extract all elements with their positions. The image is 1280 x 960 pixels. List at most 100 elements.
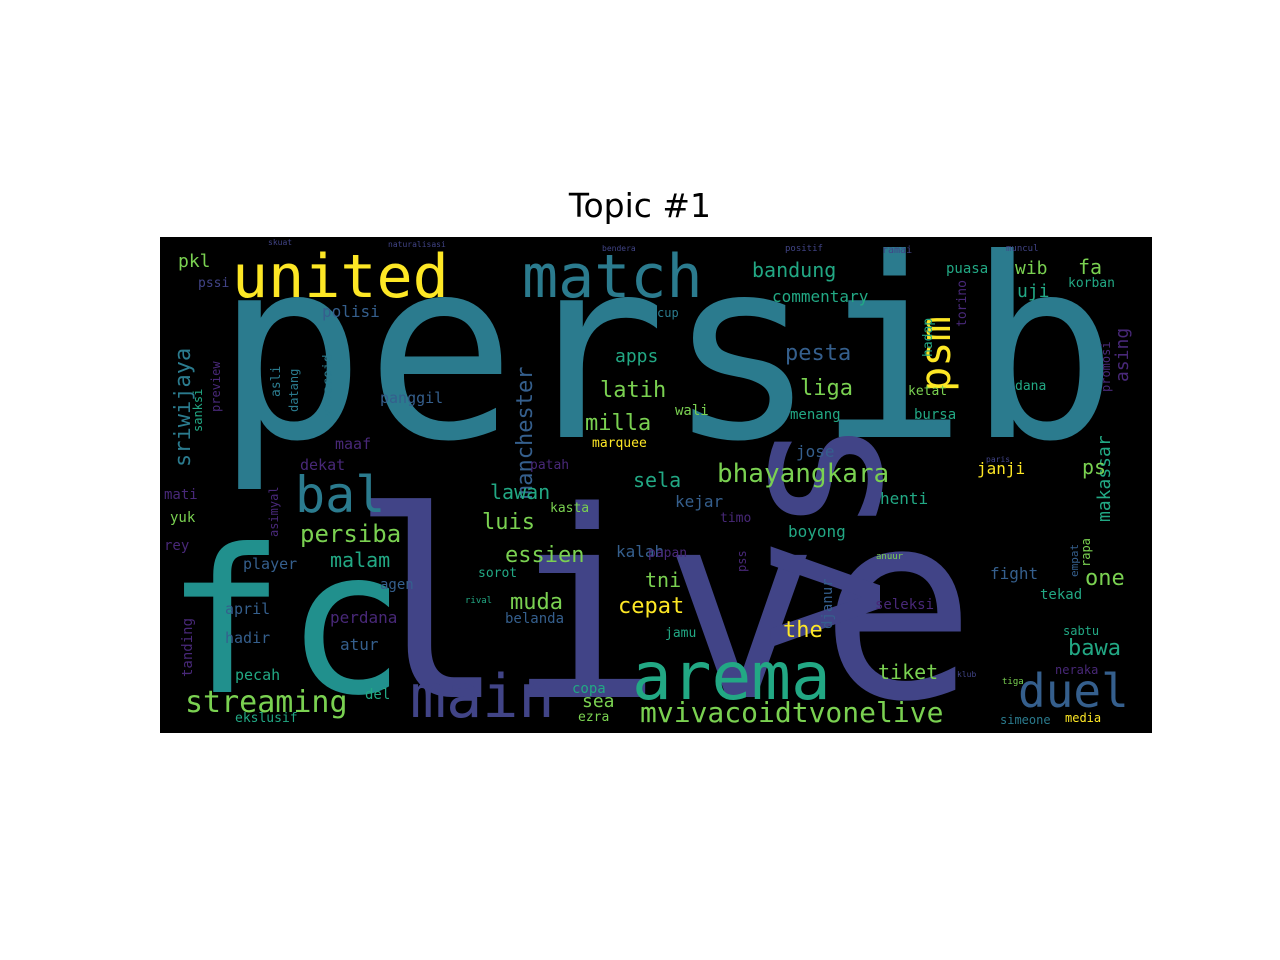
word-rapa: rapa [1079, 538, 1093, 567]
word-fc: fc [165, 507, 406, 733]
word-cloud-background [160, 237, 1152, 733]
word-asing: asing [1112, 328, 1133, 382]
word-milla: milla [585, 411, 651, 436]
word-positif: positif [785, 244, 823, 254]
word-tiket: tiket [878, 660, 938, 684]
word-rival: rival [465, 596, 492, 606]
word-wib: wib [1015, 258, 1048, 279]
word-seleksi: seleksi [875, 597, 934, 613]
word-pecah: pecah [235, 666, 280, 684]
word-duel: duel [1018, 664, 1129, 718]
word-april: april [225, 600, 270, 618]
word-united: united [232, 242, 449, 312]
word-mati: mati [164, 487, 198, 503]
word-asli: asli [269, 366, 284, 397]
word-atur: atur [340, 635, 379, 654]
word-cup: cup [657, 306, 679, 320]
word-bandung: bandung [752, 258, 836, 282]
word-makassar: makassar [1094, 435, 1115, 522]
word-papan: papan [648, 546, 687, 561]
word-kejar: kejar [675, 492, 724, 511]
word-henti: henti [880, 489, 928, 508]
word-patah: patah [530, 458, 569, 473]
word-bawa: bawa [1068, 636, 1121, 661]
word-timo: timo [720, 511, 751, 526]
word-janji: janji [977, 459, 1025, 478]
word-sabtu: sabtu [1063, 624, 1099, 638]
word-media: media [1065, 711, 1101, 725]
word-arema: arema [632, 638, 831, 715]
word-player: player [243, 555, 297, 573]
word-bendera: bendera [602, 244, 636, 253]
word-boyong: boyong [788, 522, 846, 541]
word-tiga: tiga [1002, 677, 1024, 687]
word-kalah: kalah [616, 542, 664, 561]
word-sriwijaya: sriwijaya [171, 348, 196, 467]
word-sanksi: sanksi [191, 389, 205, 432]
word-liga: liga [800, 376, 853, 401]
word-persib: persib [215, 237, 1118, 496]
word-fight: fight [990, 564, 1038, 583]
word-dekat: dekat [300, 456, 345, 474]
word-korban: korban [1068, 276, 1115, 291]
word-persiba: persiba [300, 520, 401, 548]
word-naturalisasi: naturalisasi [388, 240, 446, 249]
word-apps: apps [615, 346, 658, 367]
word-cloud: persib live fc vs united match arema mai… [160, 237, 1152, 733]
word-tni: tni [645, 568, 681, 592]
word-malam: malam [330, 548, 390, 572]
word-psm: psm [911, 316, 960, 392]
word-bal: bal [295, 466, 385, 524]
word-pesta: pesta [785, 341, 851, 366]
word-empat: empat [1068, 544, 1081, 577]
word-perdana: perdana [330, 608, 397, 627]
word-vivacoid: vivacoid [321, 354, 336, 417]
word-ezra: ezra [578, 710, 609, 725]
word-live: live [350, 457, 976, 733]
word-preview: preview [209, 361, 223, 412]
word-sela: sela [633, 468, 681, 492]
word-neraka: neraka [1055, 663, 1098, 677]
word-maaf: maaf [335, 435, 371, 453]
word-jamu: jamu [665, 626, 696, 641]
word-essien: essien [505, 543, 584, 568]
word-wali: wali [675, 403, 709, 419]
word-belanda: belanda [505, 611, 564, 627]
word-mvivacoidtvonelive: mvivacoidtvonelive [640, 696, 943, 729]
word-lawan: lawan [490, 480, 550, 504]
word-kasta: kasta [550, 501, 589, 516]
word-klub: klub [957, 670, 976, 679]
figure-title: Topic #1 [568, 186, 712, 225]
word-panggil: panggil [380, 389, 443, 407]
word-main: main [410, 662, 555, 732]
word-fa: fa [1078, 255, 1102, 279]
word-ramai: ramai [882, 245, 912, 256]
word-torino: torino [955, 280, 970, 327]
word-ekslusif: ekslusif [235, 711, 298, 726]
word-menang: menang [790, 407, 841, 423]
word-commentary: commentary [772, 287, 869, 306]
word-yuk: yuk [170, 510, 196, 526]
word-match: match [522, 242, 703, 312]
word-del: del [365, 687, 390, 703]
word-vs: vs [695, 416, 928, 657]
word-sorot: sorot [478, 566, 517, 581]
word-djanur: djanur [820, 578, 836, 629]
word-one: one [1085, 566, 1125, 591]
word-asimyal: asimyal [267, 486, 281, 537]
word-bursa: bursa [914, 407, 956, 423]
word-promosi: promosi [1099, 341, 1113, 392]
word-bhayangkara: bhayangkara [717, 459, 889, 489]
word-copa: copa [572, 681, 606, 697]
word-datang: datang [287, 369, 301, 412]
word-tanding: tanding [180, 618, 196, 677]
word-pkl: pkl [178, 251, 211, 272]
word-hadir: hadir [225, 629, 270, 647]
word-streaming: streaming [185, 685, 348, 720]
word-agen: agen [380, 577, 414, 593]
word-manchester: manchester [513, 367, 538, 499]
word-muda: muda [510, 590, 563, 615]
word-marquee: marquee [592, 436, 647, 451]
word-pss: pss [735, 550, 749, 572]
word-paris: paris [986, 455, 1010, 464]
